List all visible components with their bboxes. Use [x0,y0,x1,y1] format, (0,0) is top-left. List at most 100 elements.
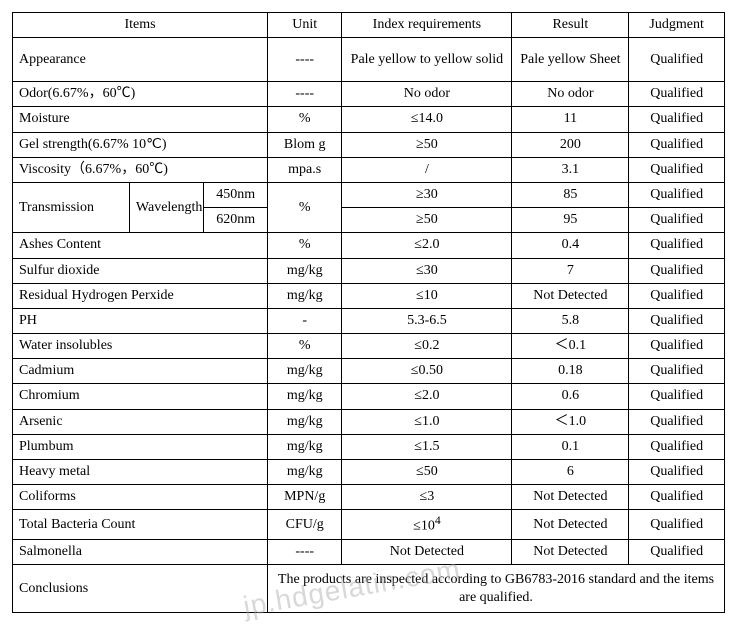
judgment-value: Qualified [629,208,725,233]
result-value: 0.1 [512,434,629,459]
result-value: 6 [512,460,629,485]
row-chromium: Chromium mg/kg ≤2.0 0.6 Qualified [13,384,725,409]
index-value: Not Detected [342,540,512,565]
result-value: Not Detected [512,283,629,308]
index-value: ≥50 [342,208,512,233]
index-value: No odor [342,82,512,107]
item-label: Odor(6.67%，60℃) [13,82,268,107]
index-value: 5.3-6.5 [342,308,512,333]
judgment-value: Qualified [629,510,725,540]
judgment-value: Qualified [629,107,725,132]
item-label: PH [13,308,268,333]
unit-value: mg/kg [268,434,342,459]
index-value: ≥30 [342,182,512,207]
row-ph: PH - 5.3-6.5 5.8 Qualified [13,308,725,333]
header-unit: Unit [268,13,342,38]
row-odor: Odor(6.67%，60℃) ---- No odor No odor Qua… [13,82,725,107]
result-value: 7 [512,258,629,283]
item-label: Moisture [13,107,268,132]
index-value: ≤1.5 [342,434,512,459]
result-value: No odor [512,82,629,107]
unit-value: % [268,107,342,132]
index-value: ≤1.0 [342,409,512,434]
unit-value: CFU/g [268,510,342,540]
row-ashes: Ashes Content % ≤2.0 0.4 Qualified [13,233,725,258]
index-value: ≥50 [342,132,512,157]
header-result: Result [512,13,629,38]
result-value: Not Detected [512,540,629,565]
unit-value: mpa.s [268,157,342,182]
item-label: Salmonella [13,540,268,565]
item-label: Cadmium [13,359,268,384]
unit-value: - [268,308,342,333]
item-label: Plumbum [13,434,268,459]
index-value: ≤3 [342,485,512,510]
unit-value: mg/kg [268,384,342,409]
result-value: 85 [512,182,629,207]
wavelength-value: 450nm [204,182,268,207]
row-so2: Sulfur dioxide mg/kg ≤30 7 Qualified [13,258,725,283]
row-cadmium: Cadmium mg/kg ≤0.50 0.18 Qualified [13,359,725,384]
unit-value: mg/kg [268,283,342,308]
result-value: Not Detected [512,510,629,540]
spec-table: Items Unit Index requirements Result Jud… [12,12,725,613]
item-label: Sulfur dioxide [13,258,268,283]
result-value: 0.4 [512,233,629,258]
unit-value: ---- [268,82,342,107]
judgment-value: Qualified [629,182,725,207]
row-gel-strength: Gel strength(6.67% 10℃) Blom g ≥50 200 Q… [13,132,725,157]
index-value: ≤0.2 [342,334,512,359]
row-conclusions: Conclusions The products are inspected a… [13,565,725,613]
unit-value: mg/kg [268,258,342,283]
judgment-value: Qualified [629,308,725,333]
item-label: Gel strength(6.67% 10℃) [13,132,268,157]
header-items: Items [13,13,268,38]
result-value: 11 [512,107,629,132]
result-value: 0.18 [512,359,629,384]
judgment-value: Qualified [629,82,725,107]
row-salmonella: Salmonella ---- Not Detected Not Detecte… [13,540,725,565]
row-heavy-metal: Heavy metal mg/kg ≤50 6 Qualified [13,460,725,485]
row-transmission-450: Transmission Wavelength 450nm % ≥30 85 Q… [13,182,725,207]
judgment-value: Qualified [629,258,725,283]
conclusion-text: The products are inspected according to … [268,565,725,613]
index-value: ≤2.0 [342,384,512,409]
item-label: Coliforms [13,485,268,510]
index-value: ≤10 [342,283,512,308]
item-label: Residual Hydrogen Perxide [13,283,268,308]
unit-value: MPN/g [268,485,342,510]
index-value: ≤2.0 [342,233,512,258]
wavelength-label: Wavelength [129,182,203,232]
judgment-value: Qualified [629,434,725,459]
judgment-value: Qualified [629,38,725,82]
result-value: ＜0.1 [512,334,629,359]
judgment-value: Qualified [629,540,725,565]
header-row: Items Unit Index requirements Result Jud… [13,13,725,38]
judgment-value: Qualified [629,384,725,409]
unit-value: % [268,334,342,359]
unit-value: ---- [268,38,342,82]
unit-value: mg/kg [268,359,342,384]
judgment-value: Qualified [629,460,725,485]
result-value: Pale yellow Sheet [512,38,629,82]
item-label: Total Bacteria Count [13,510,268,540]
result-value: Not Detected [512,485,629,510]
header-index: Index requirements [342,13,512,38]
unit-value: % [268,182,342,232]
judgment-value: Qualified [629,409,725,434]
result-value: 3.1 [512,157,629,182]
row-moisture: Moisture % ≤14.0 11 Qualified [13,107,725,132]
judgment-value: Qualified [629,359,725,384]
index-value: ≤50 [342,460,512,485]
unit-value: Blom g [268,132,342,157]
judgment-value: Qualified [629,157,725,182]
index-value: ≤14.0 [342,107,512,132]
item-label: Viscosity（6.67%，60℃) [13,157,268,182]
index-value: ≤0.50 [342,359,512,384]
judgment-value: Qualified [629,233,725,258]
row-appearance: Appearance ---- Pale yellow to yellow so… [13,38,725,82]
item-label: Heavy metal [13,460,268,485]
unit-value: % [268,233,342,258]
item-label: Water insolubles [13,334,268,359]
judgment-value: Qualified [629,334,725,359]
